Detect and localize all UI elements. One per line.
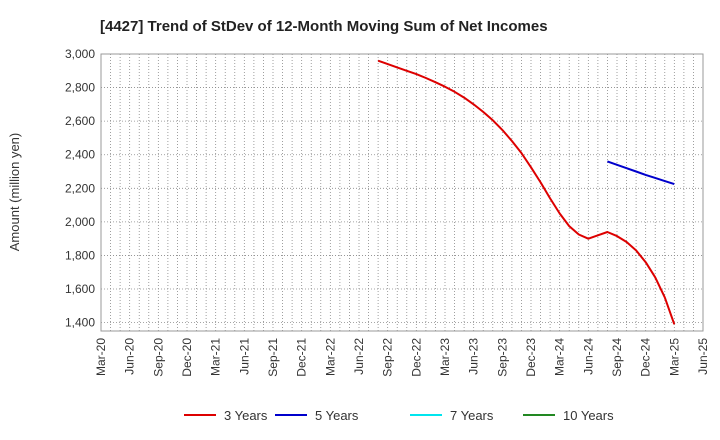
x-tick-label: Jun-21 <box>237 338 251 375</box>
x-tick-label: Dec-20 <box>180 338 194 377</box>
y-axis: 1,400 1,600 1,800 2,000 2,200 2,400 2,600 2,800… <box>65 47 95 330</box>
legend: 3 Years 5 Years 7 Years 10 Years <box>184 408 614 423</box>
legend-label: 10 Years <box>563 408 614 423</box>
x-tick-label: Mar-22 <box>323 338 337 376</box>
series-line-5-years <box>607 160 675 186</box>
x-tick-label: Sep-23 <box>495 338 509 377</box>
x-tick-label: Sep-21 <box>266 338 280 377</box>
x-tick-label: Jun-20 <box>123 338 137 375</box>
x-tick-label: Mar-20 <box>94 338 108 376</box>
x-tick-label: Sep-24 <box>610 338 624 377</box>
x-tick-label: Mar-25 <box>667 338 681 376</box>
y-axis-label: Amount (million yen) <box>7 133 22 252</box>
y-tick-label: 1,600 <box>65 282 95 296</box>
x-tick-label: Sep-20 <box>151 338 165 377</box>
chart-title: [4427] Trend of StDev of 12-Month Moving… <box>100 18 548 35</box>
y-tick-label: 3,000 <box>65 47 95 61</box>
y-tick-label: 2,400 <box>65 148 95 162</box>
legend-label: 5 Years <box>315 408 359 423</box>
grid <box>101 53 703 331</box>
x-tick-label: Jun-22 <box>352 338 366 375</box>
x-tick-label: Dec-22 <box>409 338 423 377</box>
x-tick-label: Jun-25 <box>696 338 710 375</box>
x-axis: Mar-20 Jun-20 Sep-20 Dec-20 Mar-21 Jun-21 Sep-… <box>94 338 710 377</box>
legend-label: 7 Years <box>450 408 494 423</box>
plot-border <box>100 53 704 332</box>
series-line-3-years <box>377 59 676 325</box>
y-tick-label: 2,000 <box>65 215 95 229</box>
y-tick-label: 1,800 <box>65 248 95 262</box>
series-layer <box>377 59 676 325</box>
y-tick-label: 2,800 <box>65 81 95 95</box>
x-tick-label: Dec-24 <box>639 338 653 377</box>
x-tick-label: Mar-24 <box>553 338 567 376</box>
x-tick-label: Jun-24 <box>581 338 595 375</box>
x-tick-label: Dec-23 <box>524 338 538 377</box>
y-tick-label: 2,200 <box>65 181 95 195</box>
x-tick-label: Mar-23 <box>438 338 452 376</box>
y-tick-label: 1,400 <box>65 316 95 330</box>
x-tick-label: Dec-21 <box>295 338 309 377</box>
x-tick-label: Jun-23 <box>467 338 481 375</box>
x-tick-label: Sep-22 <box>381 338 395 377</box>
legend-label: 3 Years <box>224 408 268 423</box>
y-tick-label: 2,600 <box>65 114 95 128</box>
plot-area <box>101 54 703 331</box>
x-tick-label: Mar-21 <box>209 338 223 376</box>
